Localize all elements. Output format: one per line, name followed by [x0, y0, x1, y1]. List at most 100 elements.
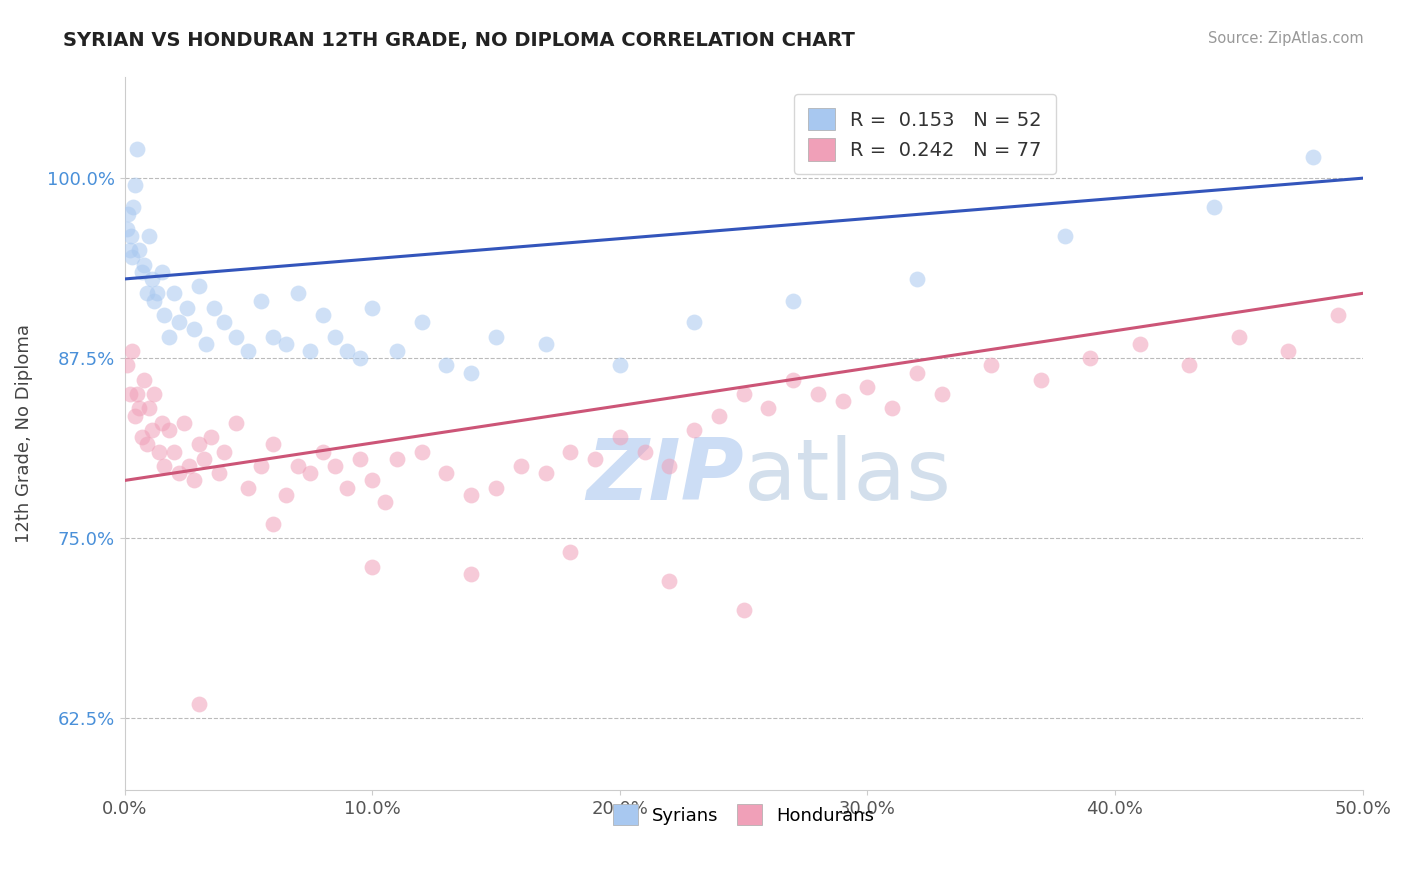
- Point: [153, 308, 176, 322]
- Point: [122, 200, 145, 214]
- Point: [385, 343, 408, 358]
- Point: [274, 488, 297, 502]
- Point: [460, 567, 482, 582]
- Point: [262, 516, 284, 531]
- Point: [349, 451, 371, 466]
- Point: [807, 387, 830, 401]
- Point: [148, 444, 170, 458]
- Point: [485, 481, 508, 495]
- Point: [733, 387, 755, 401]
- Point: [249, 293, 271, 308]
- Point: [683, 315, 706, 329]
- Point: [1054, 228, 1077, 243]
- Point: [1277, 343, 1299, 358]
- Point: [125, 142, 148, 156]
- Point: [117, 207, 139, 221]
- Point: [361, 559, 384, 574]
- Point: [882, 401, 904, 416]
- Point: [150, 265, 173, 279]
- Point: [157, 329, 180, 343]
- Point: [193, 451, 215, 466]
- Point: [173, 416, 195, 430]
- Point: [707, 409, 730, 423]
- Point: [336, 343, 359, 358]
- Point: [157, 423, 180, 437]
- Point: [141, 423, 163, 437]
- Point: [212, 444, 235, 458]
- Point: [1129, 336, 1152, 351]
- Point: [225, 416, 247, 430]
- Point: [299, 467, 322, 481]
- Point: [115, 221, 138, 235]
- Point: [177, 458, 200, 473]
- Point: [411, 315, 433, 329]
- Point: [238, 343, 260, 358]
- Point: [150, 416, 173, 430]
- Point: [312, 308, 335, 322]
- Point: [141, 272, 163, 286]
- Text: atlas: atlas: [744, 435, 952, 518]
- Point: [534, 336, 557, 351]
- Point: [131, 430, 153, 444]
- Point: [238, 481, 260, 495]
- Point: [905, 366, 928, 380]
- Point: [128, 401, 150, 416]
- Point: [336, 481, 359, 495]
- Point: [460, 366, 482, 380]
- Point: [1078, 351, 1101, 365]
- Point: [167, 467, 190, 481]
- Point: [560, 545, 582, 559]
- Point: [349, 351, 371, 365]
- Point: [1178, 359, 1201, 373]
- Legend: Syrians, Hondurans: Syrians, Hondurans: [603, 796, 883, 834]
- Point: [683, 423, 706, 437]
- Point: [128, 243, 150, 257]
- Point: [411, 444, 433, 458]
- Point: [195, 336, 218, 351]
- Point: [146, 286, 169, 301]
- Point: [187, 437, 209, 451]
- Point: [509, 458, 531, 473]
- Point: [118, 387, 141, 401]
- Point: [249, 458, 271, 473]
- Point: [115, 359, 138, 373]
- Point: [176, 301, 198, 315]
- Point: [163, 286, 186, 301]
- Point: [225, 329, 247, 343]
- Point: [436, 359, 458, 373]
- Point: [1029, 373, 1052, 387]
- Point: [121, 251, 143, 265]
- Point: [782, 373, 804, 387]
- Point: [1326, 308, 1348, 322]
- Point: [658, 574, 681, 589]
- Point: [212, 315, 235, 329]
- Point: [200, 430, 222, 444]
- Point: [609, 430, 631, 444]
- Point: [187, 279, 209, 293]
- Point: [125, 387, 148, 401]
- Point: [980, 359, 1002, 373]
- Point: [183, 322, 205, 336]
- Point: [436, 467, 458, 481]
- Point: [208, 467, 231, 481]
- Point: [143, 387, 166, 401]
- Point: [274, 336, 297, 351]
- Point: [287, 458, 309, 473]
- Point: [1202, 200, 1225, 214]
- Point: [658, 458, 681, 473]
- Text: Source: ZipAtlas.com: Source: ZipAtlas.com: [1208, 31, 1364, 46]
- Point: [287, 286, 309, 301]
- Point: [385, 451, 408, 466]
- Point: [135, 286, 157, 301]
- Point: [143, 293, 166, 308]
- Point: [312, 444, 335, 458]
- Point: [733, 603, 755, 617]
- Point: [323, 329, 346, 343]
- Point: [138, 228, 160, 243]
- Point: [124, 409, 146, 423]
- Point: [633, 444, 655, 458]
- Point: [121, 343, 143, 358]
- Text: ZIP: ZIP: [586, 435, 744, 518]
- Point: [134, 258, 156, 272]
- Point: [323, 458, 346, 473]
